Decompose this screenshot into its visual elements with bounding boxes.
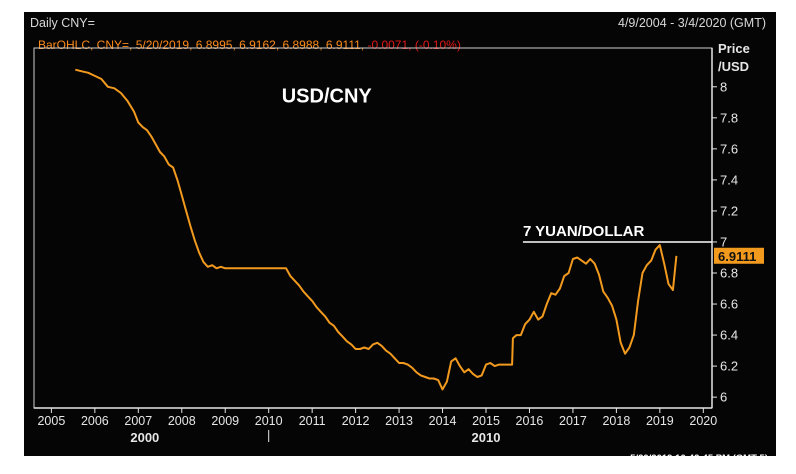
y-tick-label: 8: [720, 79, 727, 94]
chart-panel: Daily CNY= 4/9/2004 - 3/4/2020 (GMT) Bar…: [24, 12, 776, 464]
x-tick-label: 2013: [385, 414, 413, 428]
y-tick-label: 7.6: [720, 141, 738, 156]
x-tick-label: 2015: [472, 414, 500, 428]
x-tick-label: 2005: [37, 414, 65, 428]
chart-title: USD/CNY: [282, 85, 373, 107]
y-tick-label: 7.8: [720, 110, 738, 125]
x-tick-label: 2010: [255, 414, 283, 428]
x-tick-label: 2008: [168, 414, 196, 428]
x-tick-label: 2006: [81, 414, 109, 428]
chart-instrument-title: Daily CNY=: [30, 16, 95, 30]
decade-label: 2010: [472, 430, 501, 445]
y-tick-label: 6.6: [720, 297, 738, 312]
y-tick-label: 6.2: [720, 359, 738, 374]
price-chart: 6 6.2 6.4 6.6 6.8 7 7.2 7.4 7.6 7.8 8 2005 2006 2007 2…: [24, 47, 776, 464]
decade-label: 2000: [130, 430, 159, 445]
footer-timestamp: 5/20/2019 16:42:45 PM (GMT-5): [630, 453, 768, 464]
x-tick-label: 2016: [516, 414, 544, 428]
x-tick-label: 2009: [211, 414, 239, 428]
x-tick-label: 2012: [342, 414, 370, 428]
y-axis-title-line2: /USD: [718, 59, 750, 74]
x-tick-label: 2007: [124, 414, 152, 428]
y-tick-label: 7.4: [720, 172, 738, 187]
y-tick-label: 6.4: [720, 328, 738, 343]
y-tick-label: 6.8: [720, 266, 738, 281]
last-price-label: 6.9111: [718, 249, 756, 264]
y-tick-label: 6: [720, 390, 727, 405]
last-price-box: [714, 247, 764, 264]
chart-date-range: 4/9/2004 - 3/4/2020 (GMT): [618, 16, 766, 30]
x-tick-label: 2011: [299, 414, 326, 428]
usd-cny-series-line: [75, 68, 678, 391]
x-tick-label: 2014: [429, 414, 457, 428]
x-tick-label: 2018: [602, 414, 630, 428]
y-tick-label: 7.2: [720, 203, 738, 218]
y-axis-title-line1: Price: [718, 41, 750, 56]
y-axis-title: Price /USD: [718, 40, 750, 76]
x-tick-label: 2020: [689, 414, 717, 428]
reference-line-label: 7 YUAN/DOLLAR: [523, 223, 645, 240]
footer-bar: [24, 456, 776, 464]
x-tick-label: 2019: [646, 414, 674, 428]
x-tick-label: 2017: [559, 414, 587, 428]
y-tick-label: 7: [720, 234, 727, 249]
